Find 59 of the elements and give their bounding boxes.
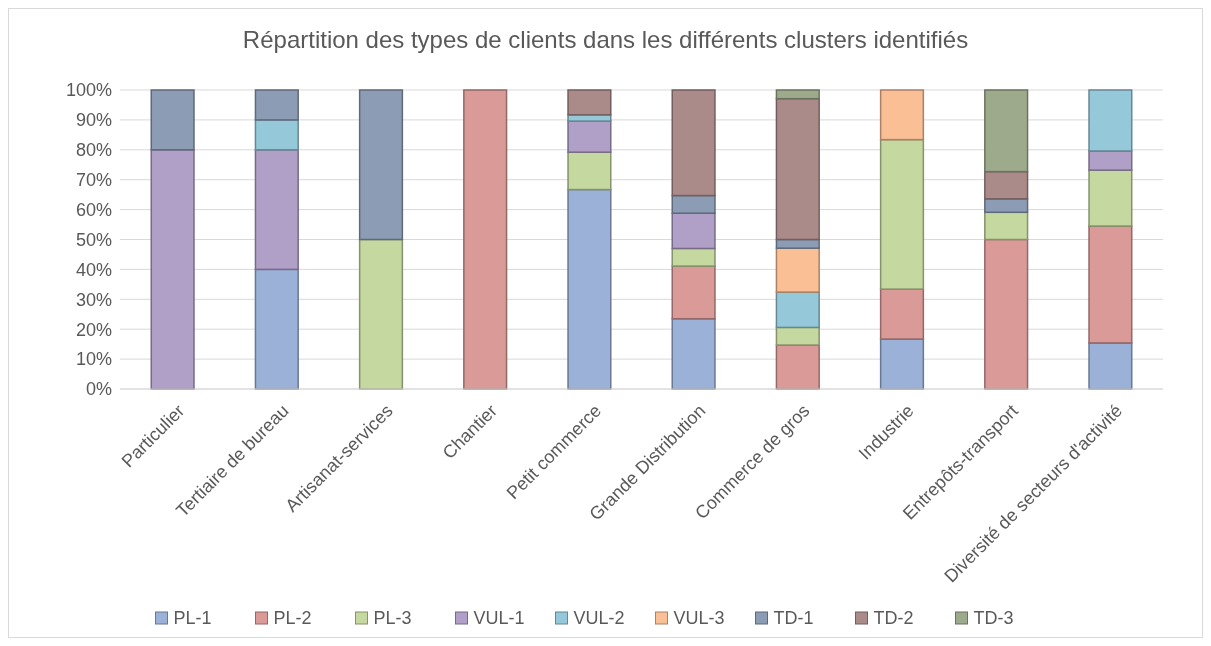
bar <box>879 89 925 141</box>
bar <box>671 89 716 197</box>
bar <box>775 344 820 390</box>
bar <box>775 291 820 329</box>
bar <box>463 89 508 390</box>
bar <box>254 119 299 151</box>
bar <box>1088 89 1133 152</box>
bar <box>984 89 1029 173</box>
bar <box>1088 150 1133 171</box>
bar <box>254 149 299 271</box>
y-tick-label: 30% <box>75 289 112 310</box>
bar <box>254 268 299 390</box>
y-tick-label: 50% <box>75 229 112 250</box>
bar <box>671 212 716 250</box>
bar <box>879 138 925 290</box>
y-tick-label: 0% <box>85 379 112 400</box>
y-tick-label: 100% <box>65 80 112 101</box>
bar <box>1088 342 1133 390</box>
bar <box>567 151 612 191</box>
y-tick-label: 70% <box>75 170 112 190</box>
legend-label: TD-2 <box>873 608 914 628</box>
legend-label: PL-3 <box>373 608 412 628</box>
bar <box>358 89 404 241</box>
bar <box>1088 169 1133 227</box>
bar <box>775 326 820 346</box>
legend-label: TD-3 <box>973 608 1014 628</box>
legend-label: TD-1 <box>773 608 814 628</box>
y-tick-label: 80% <box>75 140 112 161</box>
bar <box>150 149 195 390</box>
bar <box>671 265 716 320</box>
bar <box>567 89 612 116</box>
y-tick-label: 40% <box>75 259 112 280</box>
bar <box>1088 225 1133 344</box>
bar <box>358 238 404 390</box>
bar <box>984 211 1029 241</box>
bar <box>150 89 195 151</box>
legend-label: VUL-3 <box>673 608 725 628</box>
legend-label: PL-2 <box>273 608 312 628</box>
y-tick-label: 90% <box>75 110 112 131</box>
bar <box>671 194 716 214</box>
bar <box>879 338 925 390</box>
legend-label: PL-1 <box>173 608 212 628</box>
bar <box>671 247 716 267</box>
bar <box>984 170 1029 200</box>
y-tick-label: 10% <box>75 349 112 370</box>
bar <box>567 120 612 153</box>
bar <box>984 238 1029 390</box>
bar <box>775 97 820 241</box>
bar <box>254 89 299 121</box>
y-tick-label: 60% <box>75 199 112 220</box>
legend-label: VUL-1 <box>473 608 525 628</box>
bar <box>567 188 612 390</box>
bar <box>671 317 716 390</box>
bar <box>775 89 820 100</box>
bar <box>879 288 925 340</box>
y-tick-label: 20% <box>75 319 112 340</box>
chart-title: Répartition des types de clients dans les différents clusters identifiés <box>242 26 969 53</box>
legend-label: VUL-2 <box>573 608 625 628</box>
bar <box>775 247 820 293</box>
